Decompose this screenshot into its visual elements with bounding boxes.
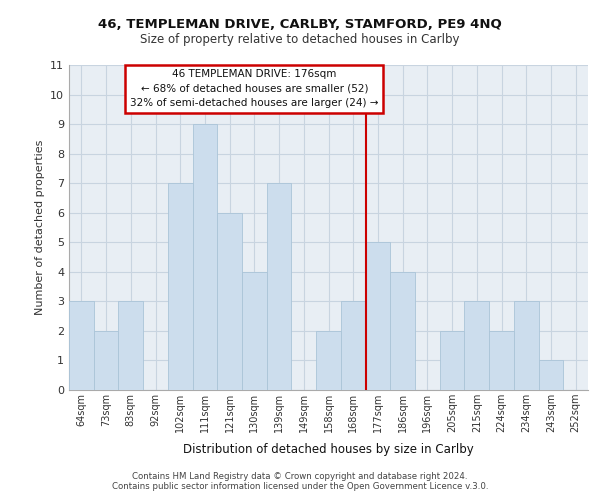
Bar xyxy=(514,302,539,390)
Bar xyxy=(440,331,464,390)
Bar xyxy=(118,302,143,390)
Bar xyxy=(94,331,118,390)
Text: 46, TEMPLEMAN DRIVE, CARLBY, STAMFORD, PE9 4NQ: 46, TEMPLEMAN DRIVE, CARLBY, STAMFORD, P… xyxy=(98,18,502,30)
Text: Contains HM Land Registry data © Crown copyright and database right 2024.: Contains HM Land Registry data © Crown c… xyxy=(132,472,468,481)
Bar xyxy=(168,183,193,390)
Text: 46 TEMPLEMAN DRIVE: 176sqm
← 68% of detached houses are smaller (52)
32% of semi: 46 TEMPLEMAN DRIVE: 176sqm ← 68% of deta… xyxy=(130,70,379,108)
X-axis label: Distribution of detached houses by size in Carlby: Distribution of detached houses by size … xyxy=(183,444,474,456)
Y-axis label: Number of detached properties: Number of detached properties xyxy=(35,140,44,315)
Bar xyxy=(316,331,341,390)
Bar xyxy=(217,212,242,390)
Bar xyxy=(365,242,390,390)
Bar xyxy=(193,124,217,390)
Bar xyxy=(341,302,365,390)
Bar xyxy=(464,302,489,390)
Bar xyxy=(267,183,292,390)
Bar xyxy=(69,302,94,390)
Bar xyxy=(390,272,415,390)
Text: Size of property relative to detached houses in Carlby: Size of property relative to detached ho… xyxy=(140,32,460,46)
Text: Contains public sector information licensed under the Open Government Licence v.: Contains public sector information licen… xyxy=(112,482,488,491)
Bar xyxy=(242,272,267,390)
Bar xyxy=(539,360,563,390)
Bar xyxy=(489,331,514,390)
